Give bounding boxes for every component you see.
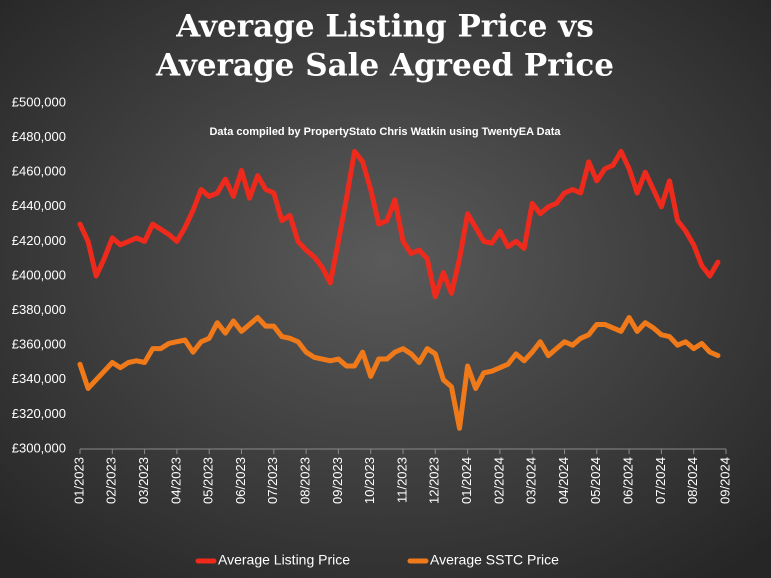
y-tick-label: £320,000 — [12, 406, 66, 421]
y-tick-label: £340,000 — [12, 371, 66, 386]
x-tick-label: 11/2023 — [394, 457, 409, 503]
x-tick-label: 03/2023 — [136, 457, 151, 504]
x-tick-label: 05/2024 — [588, 457, 603, 504]
series-line — [77, 315, 721, 431]
y-tick-label: £420,000 — [12, 233, 66, 248]
y-tick-label: £300,000 — [12, 440, 66, 455]
x-tick-label: 01/2024 — [459, 457, 474, 504]
subtitle: Data compiled by PropertyStato Chris Wat… — [209, 126, 561, 138]
legend-label: Average SSTC Price — [430, 552, 559, 568]
x-tick-label: 08/2023 — [298, 457, 313, 504]
y-tick-label: £400,000 — [12, 267, 66, 282]
x-tick-label: 05/2023 — [201, 457, 216, 504]
x-tick-label: 03/2024 — [524, 457, 539, 504]
legend-label: Average Listing Price — [218, 552, 350, 568]
chart-title: Average Listing Price vs — [175, 9, 594, 45]
y-tick-label: £440,000 — [12, 198, 66, 213]
y-tick-label: £360,000 — [12, 337, 66, 352]
x-tick-label: 04/2023 — [168, 457, 183, 504]
x-tick-label: 06/2024 — [621, 457, 636, 504]
x-tick-label: 02/2023 — [104, 457, 119, 504]
x-tick-label: 02/2024 — [491, 457, 506, 504]
x-tick-label: 09/2023 — [330, 457, 345, 504]
x-tick-label: 08/2024 — [685, 457, 700, 504]
x-tick-label: 10/2023 — [362, 457, 377, 504]
x-tick-label: 09/2024 — [717, 457, 732, 504]
x-tick-label: 07/2024 — [653, 457, 668, 504]
series-line — [77, 148, 721, 300]
y-tick-label: £480,000 — [12, 129, 66, 144]
y-tick-label: £460,000 — [12, 164, 66, 179]
x-tick-label: 06/2023 — [233, 457, 248, 504]
x-tick-label: 07/2023 — [265, 457, 280, 504]
x-tick-label: 04/2024 — [556, 457, 571, 504]
chart-title: Average Sale Agreed Price — [155, 48, 614, 84]
x-tick-label: 01/2023 — [71, 457, 86, 504]
y-tick-label: £380,000 — [12, 302, 66, 317]
x-tick-label: 12/2023 — [427, 457, 442, 504]
y-tick-label: £500,000 — [12, 94, 66, 109]
